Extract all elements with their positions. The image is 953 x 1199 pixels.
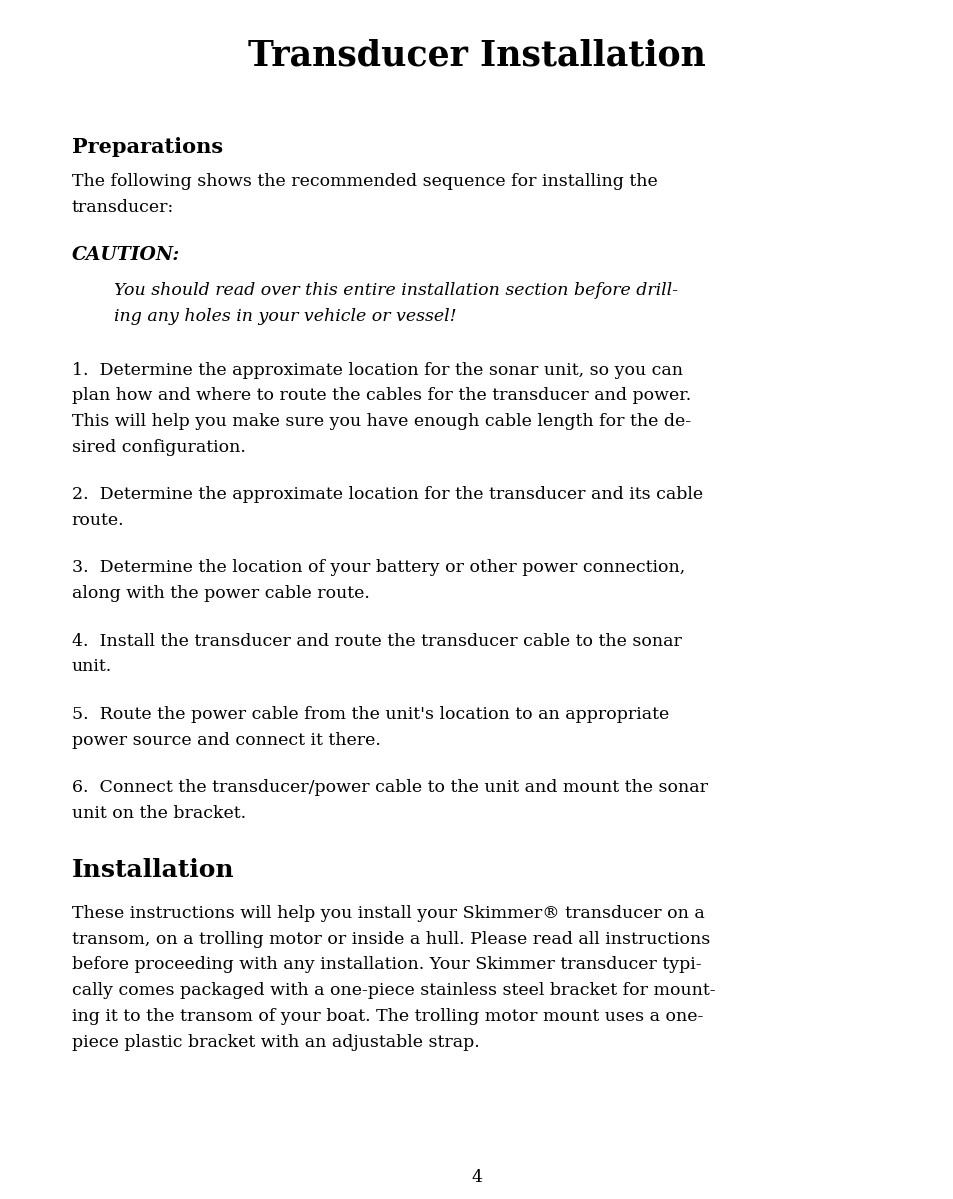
- Text: 4: 4: [471, 1169, 482, 1186]
- Text: plan how and where to route the cables for the transducer and power.: plan how and where to route the cables f…: [71, 387, 690, 404]
- Text: This will help you make sure you have enough cable length for the de-: This will help you make sure you have en…: [71, 414, 690, 430]
- Text: Transducer Installation: Transducer Installation: [248, 38, 705, 72]
- Text: along with the power cable route.: along with the power cable route.: [71, 585, 369, 602]
- Text: cally comes packaged with a one-piece stainless steel bracket for mount-: cally comes packaged with a one-piece st…: [71, 982, 715, 999]
- Text: 4.  Install the transducer and route the transducer cable to the sonar: 4. Install the transducer and route the …: [71, 633, 680, 650]
- Text: unit.: unit.: [71, 658, 112, 675]
- Text: CAUTION:: CAUTION:: [71, 246, 179, 264]
- Text: Preparations: Preparations: [71, 137, 222, 157]
- Text: The following shows the recommended sequence for installing the: The following shows the recommended sequ…: [71, 173, 657, 189]
- Text: before proceeding with any installation. Your Skimmer transducer typi-: before proceeding with any installation.…: [71, 957, 700, 974]
- Text: sired configuration.: sired configuration.: [71, 439, 245, 456]
- Text: unit on the bracket.: unit on the bracket.: [71, 805, 246, 821]
- Text: transducer:: transducer:: [71, 199, 173, 216]
- Text: You should read over this entire installation section before drill-: You should read over this entire install…: [114, 282, 678, 299]
- Text: route.: route.: [71, 512, 124, 529]
- Text: 6.  Connect the transducer/power cable to the unit and mount the sonar: 6. Connect the transducer/power cable to…: [71, 779, 707, 796]
- Text: 1.  Determine the approximate location for the sonar unit, so you can: 1. Determine the approximate location fo…: [71, 362, 681, 379]
- Text: 5.  Route the power cable from the unit's location to an appropriate: 5. Route the power cable from the unit's…: [71, 706, 668, 723]
- Text: piece plastic bracket with an adjustable strap.: piece plastic bracket with an adjustable…: [71, 1034, 478, 1050]
- Text: transom, on a trolling motor or inside a hull. Please read all instructions: transom, on a trolling motor or inside a…: [71, 930, 709, 947]
- Text: power source and connect it there.: power source and connect it there.: [71, 731, 380, 748]
- Text: 3.  Determine the location of your battery or other power connection,: 3. Determine the location of your batter…: [71, 560, 684, 577]
- Text: ing any holes in your vehicle or vessel!: ing any holes in your vehicle or vessel!: [114, 308, 456, 325]
- Text: 2.  Determine the approximate location for the transducer and its cable: 2. Determine the approximate location fo…: [71, 487, 702, 504]
- Text: Installation: Installation: [71, 858, 233, 882]
- Text: ing it to the transom of your boat. The trolling motor mount uses a one-: ing it to the transom of your boat. The …: [71, 1008, 702, 1025]
- Text: These instructions will help you install your Skimmer® transducer on a: These instructions will help you install…: [71, 905, 703, 922]
